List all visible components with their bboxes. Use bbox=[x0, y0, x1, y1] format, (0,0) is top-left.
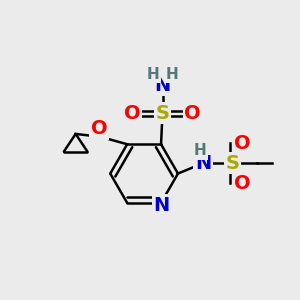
Text: N: N bbox=[154, 196, 170, 215]
Text: H: H bbox=[166, 67, 178, 82]
Text: N: N bbox=[154, 76, 171, 95]
Text: O: O bbox=[234, 134, 251, 153]
Text: O: O bbox=[91, 119, 107, 138]
Text: S: S bbox=[225, 154, 239, 173]
Text: O: O bbox=[184, 104, 201, 123]
Text: O: O bbox=[124, 104, 141, 123]
Text: H: H bbox=[194, 143, 206, 158]
Text: S: S bbox=[155, 104, 170, 123]
Text: N: N bbox=[195, 154, 211, 173]
Text: O: O bbox=[234, 174, 251, 193]
Text: H: H bbox=[147, 67, 160, 82]
